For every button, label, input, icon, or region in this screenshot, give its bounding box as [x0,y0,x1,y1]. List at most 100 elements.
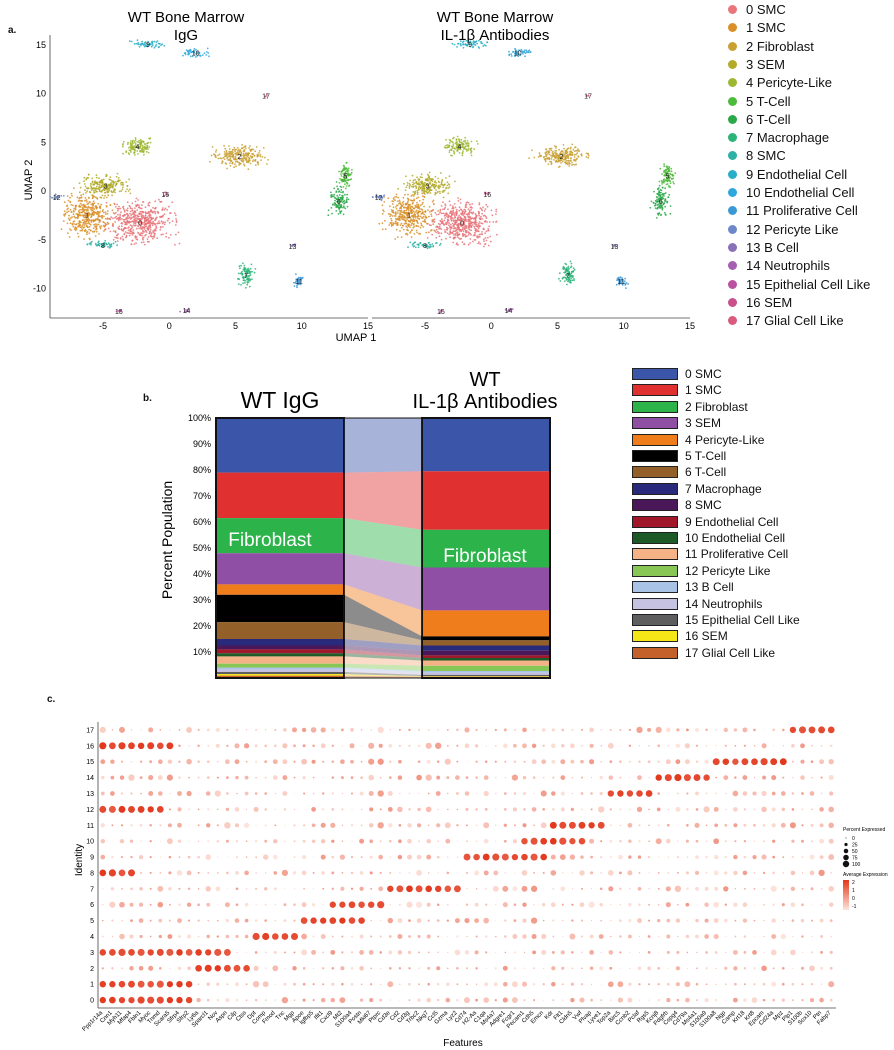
umap-point [79,226,82,229]
dot-point [809,965,815,972]
umap-point [570,262,573,265]
dot-point [244,902,249,907]
umap-point [469,238,472,240]
umap-point [389,205,391,208]
umap-point [444,231,446,233]
umap-point [569,260,572,263]
umap-point [432,185,435,188]
umap-point [412,195,415,197]
dot-point [513,967,516,970]
umap-point [189,48,192,51]
alluvial-outline [343,417,423,679]
umap-point [93,208,96,211]
umap-point [463,146,466,149]
dot-point [387,917,394,924]
umap-point [90,186,93,189]
dot-point [475,888,478,890]
dot-point [772,903,775,906]
dot-point [290,932,299,941]
umap-point [527,50,530,53]
dot-point [445,997,451,1003]
umap-point [193,49,195,52]
umap-point [162,226,164,228]
umap-cluster-label: 9 [468,42,472,49]
umap-point [123,210,126,213]
umap-point [470,208,472,211]
umap-point [657,197,660,200]
dot-point [742,918,748,923]
umap-point [495,208,498,211]
dot-xtick-label: Tnc [275,1010,286,1021]
dot-point [638,903,641,906]
dot-point [99,981,107,988]
umap-point [508,53,511,56]
umap-point [478,241,480,244]
dot-point [217,904,219,906]
umap-point [348,185,350,187]
bar-legend-item: 10 Endothelial Cell [632,531,785,545]
umap-point [478,202,481,204]
dot-point [329,917,337,924]
dot-point [532,982,536,986]
umap-point [470,224,473,227]
umap-point [566,271,569,273]
umap-legend-label: 14 Neutrophils [746,258,830,274]
umap-point [128,178,131,181]
dot-point [234,918,240,923]
umap-point [72,225,75,228]
umap-point [82,193,85,196]
dot-point [695,982,699,986]
umap-point [496,233,498,236]
dot-point [820,951,823,954]
umap-point [114,236,116,239]
umap-point [442,222,445,225]
umap-point [432,223,435,226]
umap-point [658,212,661,215]
umap-point [126,207,129,210]
umap-point [472,41,475,44]
umap-point [570,275,573,277]
umap-point [118,205,120,208]
umap-point [448,144,451,147]
umap-point [90,208,92,211]
dot-point [819,918,824,923]
dot-point [168,919,172,922]
umap-point [553,154,556,157]
dot-point [466,983,468,986]
dot-point [819,997,824,1003]
umap-point [154,211,157,213]
umap-point [140,204,143,207]
umap-point [551,152,554,154]
umap-point [627,283,629,285]
umap-point [452,211,455,214]
dot-point [763,951,765,953]
umap-point [139,145,142,148]
umap-point [459,229,462,231]
dot-point [168,871,172,875]
umap-point [413,233,416,235]
bar-segment [422,529,550,568]
dot-point [99,949,107,956]
dot-point [110,887,115,891]
umap-point [104,228,107,231]
umap-point [146,218,149,220]
umap-point [92,213,95,216]
umap-point [420,213,423,215]
umap-point [459,43,462,45]
dot-point [580,919,584,922]
dot-ytick-label: 0 [90,998,94,1005]
umap-point [478,213,480,215]
umap-point [573,156,576,158]
dot-point [339,917,346,924]
dot-point [206,982,210,986]
umap-point [246,281,249,284]
umap-point [438,244,441,247]
umap-point [413,225,416,228]
umap-point [617,282,620,284]
umap-point [87,173,90,176]
umap-point [552,150,554,153]
umap-point [450,154,452,157]
dot-point [619,935,622,938]
umap-point [421,190,423,192]
bar-segment [422,636,550,641]
